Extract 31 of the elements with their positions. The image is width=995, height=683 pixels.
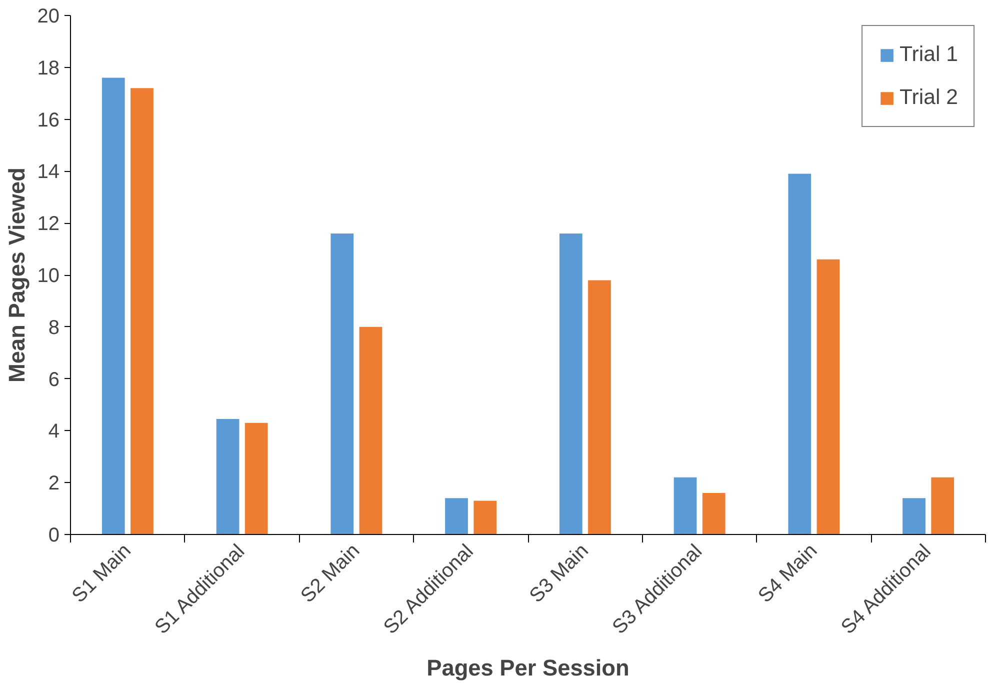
bar [788, 174, 812, 534]
y-tick-label: 10 [37, 265, 60, 287]
legend-label: Trial 1 [900, 42, 958, 67]
bar [445, 498, 468, 534]
y-tick-label: 4 [48, 420, 60, 443]
y-tick-label: 20 [37, 6, 60, 28]
bar [674, 477, 697, 534]
bar [931, 477, 954, 534]
bar [359, 326, 382, 534]
legend-label: Trial 2 [900, 85, 958, 110]
y-tick-label: 16 [37, 109, 60, 132]
bar [102, 78, 125, 534]
y-tick-label: 12 [37, 213, 60, 236]
y-axis-title: Mean Pages Viewed [3, 168, 30, 382]
bar [244, 422, 268, 534]
bar [559, 233, 582, 534]
bar [130, 88, 154, 534]
y-tick-label: 6 [48, 368, 60, 391]
bar [816, 259, 840, 534]
bar [702, 492, 726, 534]
bar [216, 419, 240, 534]
y-tick-label: 0 [48, 524, 60, 546]
y-tick-label: 8 [48, 316, 60, 339]
x-axis-title: Pages Per Session [426, 654, 630, 680]
y-tick-label: 2 [48, 472, 60, 495]
bar [588, 280, 611, 534]
bar [474, 500, 497, 534]
y-tick-label: 14 [37, 161, 60, 184]
y-tick-label: 18 [37, 57, 60, 80]
bar [902, 498, 926, 534]
bar [330, 233, 354, 534]
